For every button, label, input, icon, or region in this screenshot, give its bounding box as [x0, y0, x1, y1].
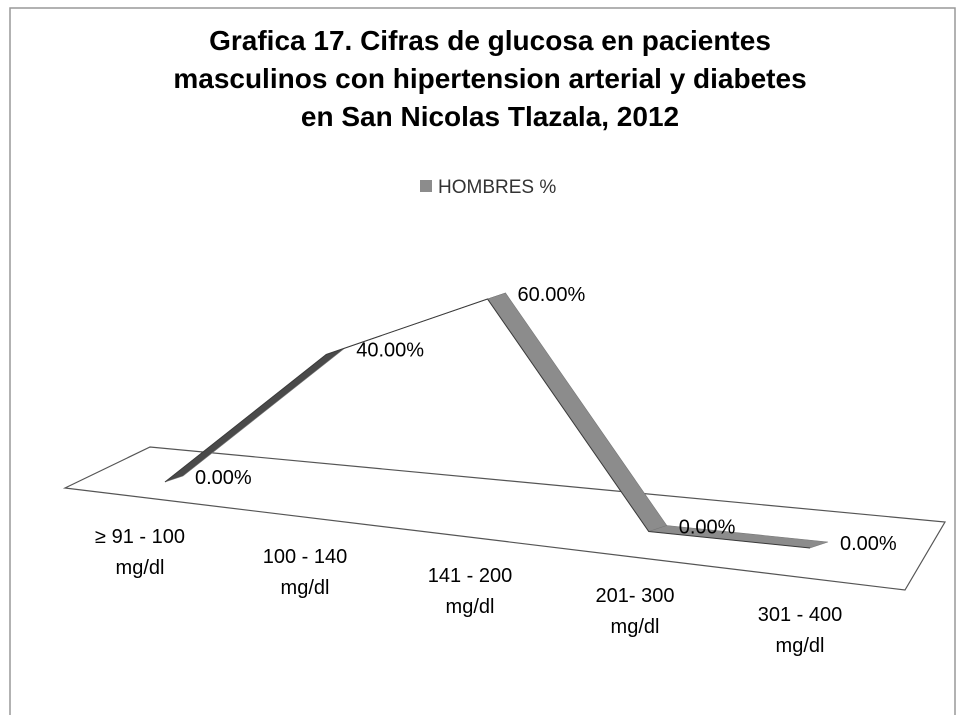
data-label: 0.00% — [195, 467, 252, 489]
chart-title: masculinos con hipertension arterial y d… — [173, 63, 806, 94]
chart-title: en San Nicolas Tlazala, 2012 — [301, 101, 679, 132]
series-line — [164, 298, 811, 549]
x-tick-label: 141 - 200 mg/dl — [427, 565, 513, 618]
x-tick-label: 100 - 140 mg/dl — [262, 545, 348, 599]
x-tick-label: 201- 300 mg/dl — [595, 584, 675, 638]
data-label: 0.00% — [679, 517, 736, 539]
legend-swatch — [420, 180, 432, 192]
chart-title: Grafica 17. Cifras de glucosa en pacient… — [209, 25, 771, 56]
x-tick-label: ≥ 91 - 100 mg/dl — [95, 526, 185, 579]
data-label: 60.00% — [518, 284, 586, 306]
legend-label: HOMBRES % — [438, 177, 556, 198]
data-label: 0.00% — [840, 533, 897, 555]
x-tick-label: 301 - 400 mg/dl — [757, 604, 843, 657]
data-label: 40.00% — [356, 340, 424, 362]
floor — [62, 446, 946, 591]
chart-frame — [9, 7, 956, 715]
